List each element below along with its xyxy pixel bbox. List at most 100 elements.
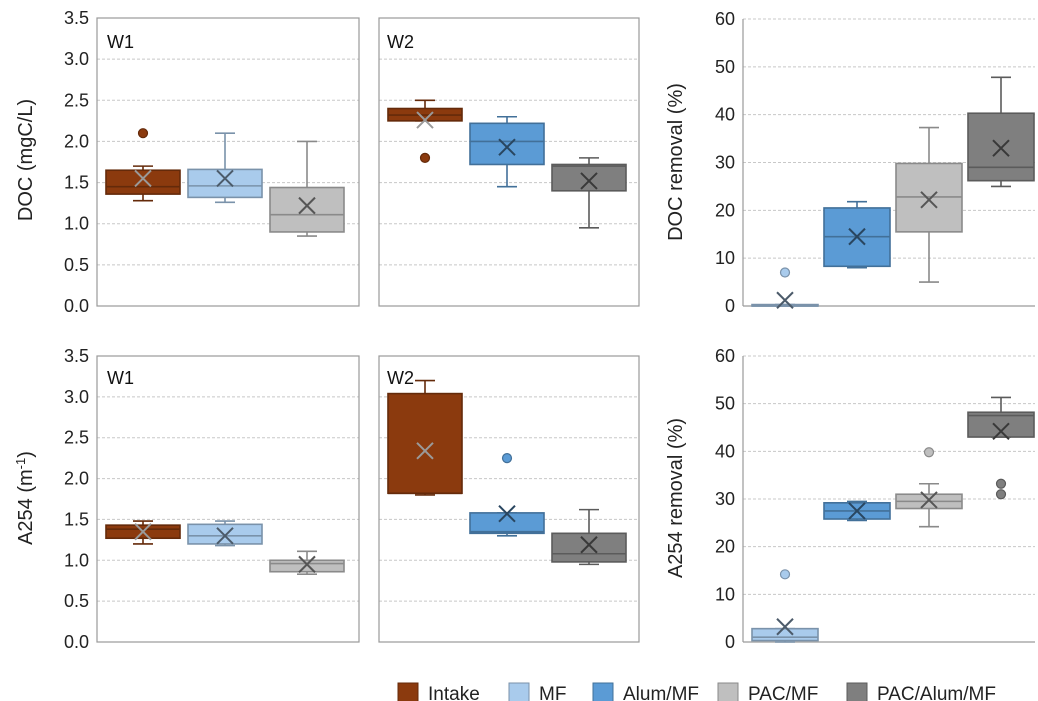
box-intake xyxy=(105,520,181,545)
box-alum-mf xyxy=(823,200,891,269)
doc-tick-label: 0.5 xyxy=(64,255,89,275)
legend-item-alum-mf: Alum/MF xyxy=(592,682,699,701)
legend-label: Intake xyxy=(428,684,480,701)
panel-w2-doc: W2 xyxy=(387,32,414,52)
a254-tick-label: 3.5 xyxy=(64,346,89,366)
panel-doc-removal: DOC removal (%) xyxy=(665,83,687,241)
outlier-point xyxy=(923,447,935,458)
legend-item-intake: Intake xyxy=(397,682,480,701)
box-body xyxy=(105,169,181,195)
box-pac-alum-mf xyxy=(551,508,627,566)
a254-removal-tick-label: 60 xyxy=(715,346,735,366)
a254-removal-tick-label: 0 xyxy=(725,632,735,652)
doc-ylabel: DOC (mgC/L) xyxy=(15,99,37,221)
legend-item-mf: MF xyxy=(508,682,566,701)
mean-marker xyxy=(498,138,516,156)
legend-swatch xyxy=(717,682,739,701)
doc-tick-label: 1.5 xyxy=(64,173,89,193)
mean-marker xyxy=(920,491,938,509)
mean-marker xyxy=(298,196,316,215)
doc-removal-ylabel: DOC removal (%) xyxy=(665,83,687,241)
plot-frame xyxy=(378,355,640,643)
box-body xyxy=(269,559,345,573)
legend-item-pac-alum-mf: PAC/Alum/MF xyxy=(846,682,996,701)
a254-tick-label: 0.0 xyxy=(64,632,89,652)
box-body xyxy=(967,112,1035,182)
panel-label-w1-a254: W1 xyxy=(107,368,134,388)
box-pac-mf xyxy=(895,447,963,528)
doc-tick-label: 3.0 xyxy=(64,49,89,69)
box-mf xyxy=(187,132,263,204)
box-alum-mf xyxy=(469,453,545,537)
box-intake xyxy=(387,379,463,496)
a254-tick-label: 1.0 xyxy=(64,550,89,570)
legend-label: PAC/MF xyxy=(748,684,818,701)
doc-removal-tick-label: 0 xyxy=(725,296,735,316)
plot-area-5: 0 10 20 30 40 50 60 xyxy=(715,346,1035,652)
box-body xyxy=(187,168,263,199)
mean-marker xyxy=(216,527,234,545)
doc-tick-label: 0.0 xyxy=(64,296,89,316)
plot-frame xyxy=(96,355,360,643)
box-mf xyxy=(187,520,263,547)
box-intake xyxy=(105,128,181,202)
outlier-point xyxy=(995,489,1007,500)
doc-removal-tick-label: 60 xyxy=(715,9,735,29)
legend: Intake MF Alum/MF PAC/MF PAC/Alum/MF xyxy=(397,682,996,701)
box-body xyxy=(187,523,263,545)
legend-item-pac-mf: PAC/MF xyxy=(717,682,818,701)
outlier-point xyxy=(779,569,791,580)
mean-marker xyxy=(992,139,1010,157)
mean-marker xyxy=(216,169,234,188)
legend-swatch xyxy=(592,682,614,701)
a254-tick-label: 2.0 xyxy=(64,469,89,489)
doc-tick-label: 2.0 xyxy=(64,131,89,151)
box-body xyxy=(551,532,627,563)
a254-tick-label: 2.5 xyxy=(64,428,89,448)
plot-frame xyxy=(378,17,640,307)
a254-removal-ylabel: A254 removal (%) xyxy=(665,418,687,578)
a254-ylabel: A254 (m-1) xyxy=(13,451,37,545)
mean-marker xyxy=(134,169,152,188)
mean-marker xyxy=(498,505,516,523)
box-pac-mf xyxy=(269,550,345,575)
panel-label-w2-doc: W2 xyxy=(387,32,414,52)
doc-removal-tick-label: 50 xyxy=(715,57,735,77)
mean-marker xyxy=(580,172,598,190)
panel-w1-doc: DOC (mgC/L) W1 xyxy=(15,32,134,221)
box-body xyxy=(269,186,345,233)
box-pac-mf xyxy=(269,140,345,237)
legend-swatch xyxy=(508,682,530,701)
doc-tick-label: 3.5 xyxy=(64,8,89,28)
a254-removal-tick-label: 50 xyxy=(715,394,735,414)
doc-removal-tick-label: 30 xyxy=(715,153,735,173)
mean-marker xyxy=(776,618,794,636)
doc-removal-tick-label: 40 xyxy=(715,105,735,125)
mean-marker xyxy=(776,291,794,309)
legend-label: Alum/MF xyxy=(623,684,699,701)
panel-w2-a254: W2 xyxy=(387,368,414,388)
box-body xyxy=(551,163,627,192)
box-body xyxy=(469,122,545,166)
a254-removal-tick-label: 30 xyxy=(715,489,735,509)
outlier-point xyxy=(779,267,791,278)
box-alum-mf xyxy=(469,115,545,188)
a254-removal-tick-label: 20 xyxy=(715,537,735,557)
doc-tick-label: 2.5 xyxy=(64,90,89,110)
box-pac-alum-mf xyxy=(967,76,1035,188)
outlier-point xyxy=(995,478,1007,489)
doc-removal-tick-label: 20 xyxy=(715,200,735,220)
mean-marker xyxy=(992,422,1010,441)
a254-tick-label: 1.5 xyxy=(64,509,89,529)
mean-marker xyxy=(848,227,866,246)
legend-label: MF xyxy=(539,684,566,701)
doc-tick-label: 1.0 xyxy=(64,214,89,234)
doc-removal-tick-label: 10 xyxy=(715,248,735,268)
mean-marker xyxy=(416,442,434,460)
a254-removal-tick-label: 40 xyxy=(715,441,735,461)
mean-marker xyxy=(416,111,434,129)
plot-area-1 xyxy=(378,17,640,307)
panel-a254-removal: A254 removal (%) xyxy=(665,418,687,578)
box-pac-mf xyxy=(895,126,963,283)
plot-area-3: 0.0 0.5 1.0 1.5 2.0 2.5 3.0 3.5 xyxy=(64,346,360,652)
